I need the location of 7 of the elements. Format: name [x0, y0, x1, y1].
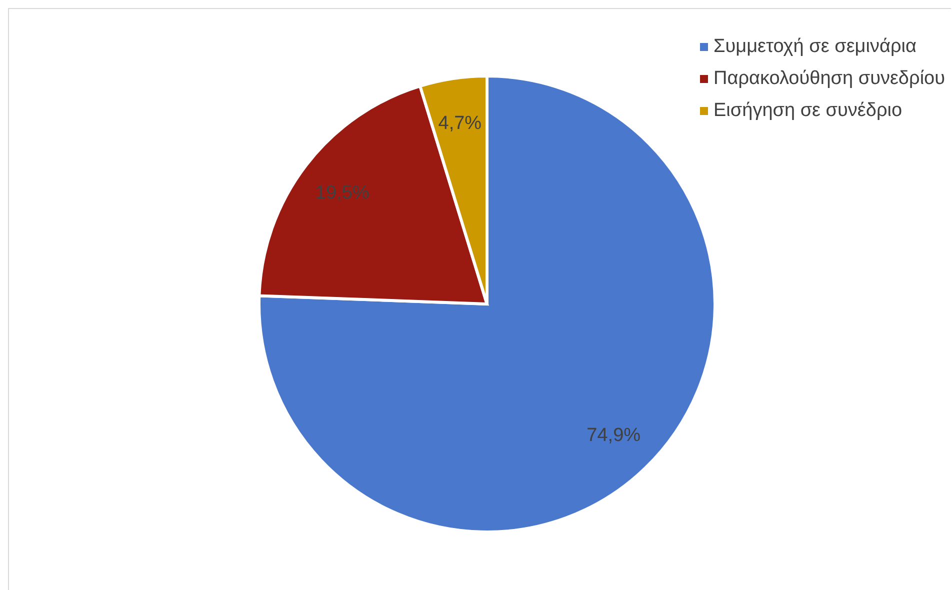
- data-label: 4,7%: [438, 113, 482, 134]
- legend-label: Παρακολούθηση συνεδρίου: [714, 67, 945, 91]
- legend-label: Εισήγηση σε συνέδριο: [714, 99, 902, 123]
- pie-slice: [258, 74, 716, 534]
- data-label: 19,5%: [315, 182, 370, 204]
- data-label: 74,9%: [586, 424, 641, 446]
- legend-label: Συμμετοχή σε σεμινάρια: [714, 35, 916, 59]
